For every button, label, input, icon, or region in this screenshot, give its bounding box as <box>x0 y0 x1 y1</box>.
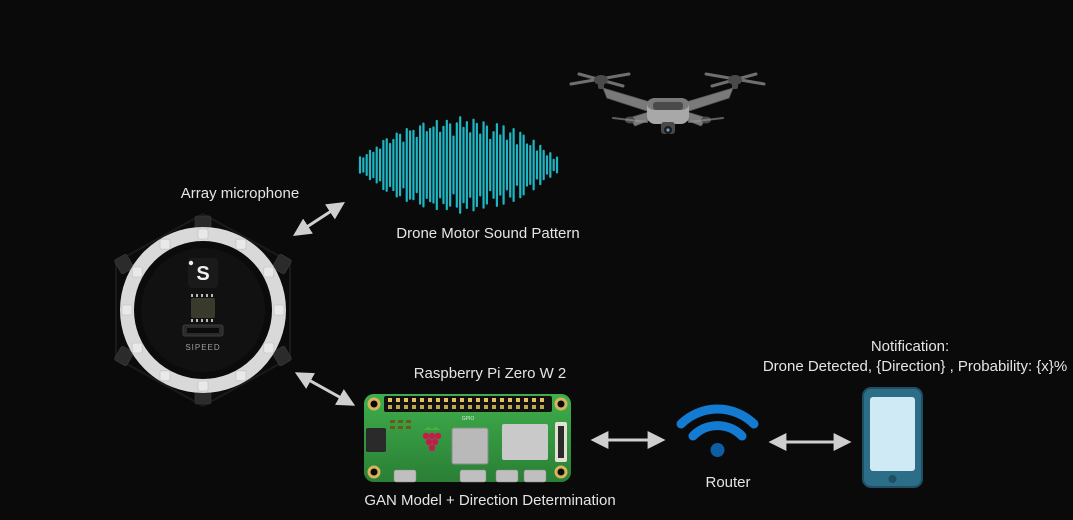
edges-layer <box>0 0 1073 520</box>
diagram-stage: { "background_color": "#0a0a0a", "text_c… <box>0 0 1073 520</box>
